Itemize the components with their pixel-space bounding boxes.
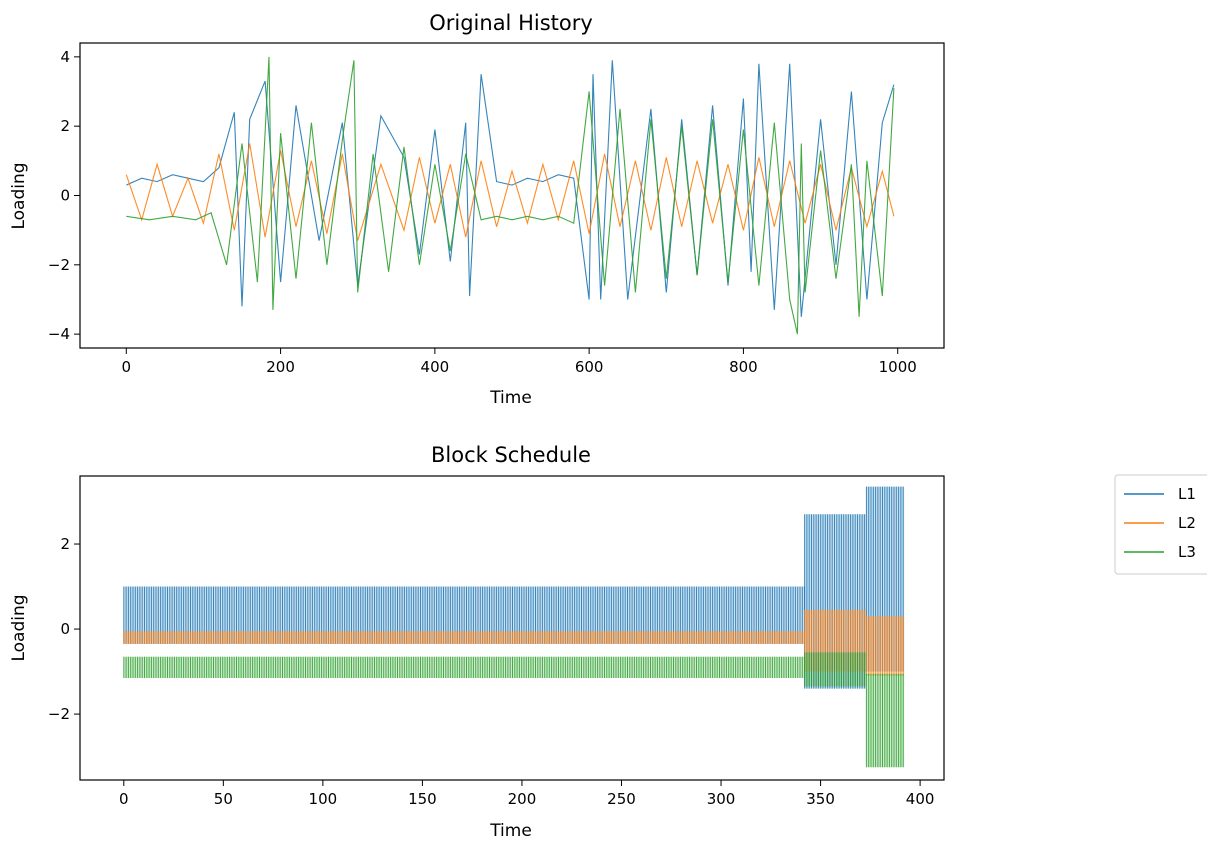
y-axis: −2 0 2 [48, 535, 80, 723]
y-tick-label: −2 [48, 256, 70, 274]
legend-frame [1114, 474, 1207, 575]
x-tick-label: 50 [214, 790, 233, 808]
block-l2 [804, 609, 867, 672]
x-tick-label: 400 [906, 790, 935, 808]
x-tick-label: 250 [607, 790, 636, 808]
x-tick-label: 150 [408, 790, 437, 808]
legend-label-l2: L2 [1178, 514, 1196, 532]
plot-area [123, 486, 905, 768]
y-tick-label: 0 [60, 620, 70, 638]
y-tick-label: 2 [60, 117, 70, 135]
block-oscillation-l1 [123, 586, 806, 644]
block-oscillation-l3 [123, 656, 806, 678]
y-tick-label: 4 [60, 48, 70, 66]
x-tick-label: 300 [707, 790, 736, 808]
chart-block-schedule: Block Schedule 0 50 100 150 200 250 300 350 400 … [9, 443, 945, 841]
x-tick-label: 200 [266, 358, 295, 376]
x-axis: 0 200 400 600 800 1000 [122, 348, 917, 376]
legend-label-l1: L1 [1178, 485, 1196, 503]
series-line-l3 [126, 56, 895, 335]
block-oscillation-l1 [804, 514, 865, 689]
block-oscillation-l2 [865, 616, 904, 676]
legend: L1 L2 L3 [1114, 474, 1207, 575]
series-l2 [123, 609, 905, 676]
block-oscillation-l3 [865, 673, 904, 768]
x-tick-label: 600 [575, 358, 604, 376]
chart-original-history: Original History 0 200 400 600 800 1000 −4 −2 0… [9, 11, 945, 408]
y-tick-label: −4 [48, 325, 70, 343]
y-axis-label: Loading [9, 594, 29, 661]
y-axis-label: Loading [9, 162, 29, 229]
axes-frame [79, 475, 945, 781]
y-tick-label: −2 [48, 705, 70, 723]
x-axis-label: Time [489, 388, 532, 408]
x-tick-label: 400 [421, 358, 450, 376]
x-tick-label: 350 [806, 790, 835, 808]
x-axis: 0 50 100 150 200 250 300 350 400 [119, 780, 934, 808]
x-tick-label: 100 [309, 790, 338, 808]
x-tick-label: 200 [508, 790, 537, 808]
legend-label-l3: L3 [1178, 543, 1196, 561]
y-tick-label: 2 [60, 535, 70, 553]
series-line-l1 [126, 60, 895, 317]
chart-title: Block Schedule [431, 443, 591, 467]
x-tick-label: 800 [729, 358, 758, 376]
series-line-l2 [125, 143, 895, 241]
block-oscillation-l2 [123, 631, 806, 644]
block-l1 [804, 514, 867, 689]
series-l3 [123, 652, 905, 768]
x-tick-label: 1000 [879, 358, 917, 376]
block-l3 [804, 652, 867, 687]
chart-title: Original History [429, 11, 593, 35]
x-tick-label: 0 [122, 358, 132, 376]
block-oscillation-l3 [804, 652, 865, 687]
x-axis-label: Time [489, 821, 532, 841]
x-tick-label: 0 [119, 790, 129, 808]
plot-area [125, 56, 895, 335]
y-tick-label: 0 [60, 187, 70, 205]
y-axis: −4 −2 0 2 4 [48, 48, 80, 343]
block-oscillation-l2 [804, 609, 865, 672]
block-oscillation-l1 [865, 486, 904, 672]
